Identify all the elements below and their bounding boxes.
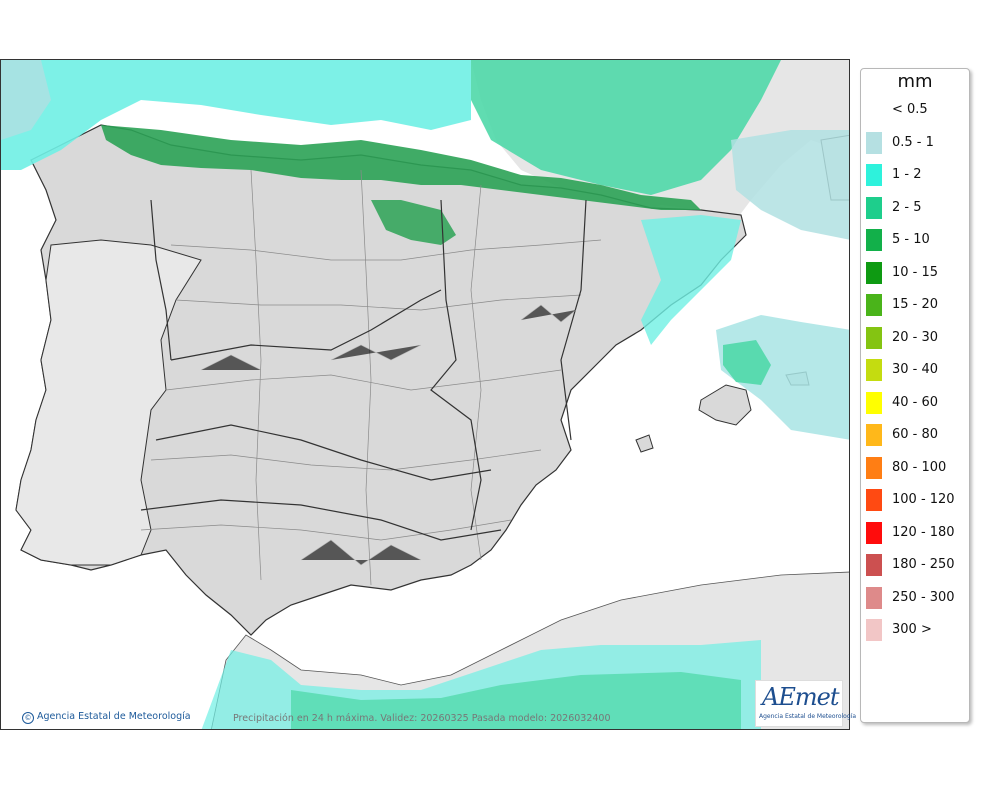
legend-label: 180 - 250: [892, 557, 955, 572]
legend-swatch: [866, 359, 882, 381]
legend-item: 1 - 2: [864, 164, 968, 186]
province-boundaries: [140, 169, 602, 586]
legend-swatch: [866, 294, 882, 316]
legend-item: 60 - 80: [864, 424, 968, 446]
legend-label: 20 - 30: [892, 329, 939, 345]
terrain-texture: [200, 304, 577, 566]
legend-label: 250 - 300: [892, 589, 955, 605]
legend-item: 300 >: [864, 619, 968, 641]
legend-label: 40 - 60: [892, 394, 939, 410]
legend-label: 10 - 15: [892, 264, 939, 280]
legend-swatch: [866, 196, 882, 219]
legend-item: 40 - 60: [864, 391, 968, 414]
credit: © Agencia Estatal de Meteorología: [22, 711, 191, 724]
precip-west: [1, 60, 51, 140]
legend-item: 20 - 30: [864, 326, 968, 349]
copyright-icon: ©: [22, 712, 34, 724]
legend-label: 80 - 100: [892, 459, 947, 475]
legend-label: 1 - 2: [892, 167, 922, 182]
legend-swatch: [866, 164, 882, 186]
legend-swatch: [866, 229, 882, 251]
logo-mark: AEmet: [762, 683, 839, 711]
legend-label: 0.5 - 1: [892, 134, 934, 150]
map-caption: Precipitación en 24 h máxima. Validez: 2…: [233, 713, 611, 724]
legend-item: 180 - 250: [864, 554, 968, 576]
legend-swatch: [866, 521, 882, 544]
legend-swatch: [866, 391, 882, 414]
legend-label: 15 - 20: [892, 297, 939, 312]
legend-item: 15 - 20: [864, 294, 968, 316]
legend-swatch: [866, 554, 882, 576]
precip-coast-cantabric: [101, 125, 701, 210]
legend-item: 100 - 120: [864, 489, 968, 511]
mallorca: [698, 384, 752, 426]
precip-balearic-core: [723, 340, 771, 385]
precip-light-north: [1, 60, 471, 170]
legend-swatch: [866, 326, 882, 349]
ibiza: [635, 434, 654, 453]
legend-swatch: [866, 489, 882, 511]
logo-text: Agencia Estatal de Meteorología: [759, 713, 856, 720]
precipitation-legend: mm < 0.5 0.5 - 1 1 - 2 2 - 5 5 - 10 10 - 15 15…: [860, 68, 970, 723]
legend-swatch: [866, 99, 882, 121]
legend-swatch: [866, 131, 882, 154]
legend-item: 0.5 - 1: [864, 131, 968, 154]
legend-label: 60 - 80: [892, 427, 939, 442]
legend-label: < 0.5: [892, 102, 928, 117]
legend-item: 5 - 10: [864, 229, 968, 251]
legend-swatch: [866, 261, 882, 284]
precip-inland-1: [371, 200, 456, 245]
precipitation-map: [0, 59, 850, 730]
legend-label: 100 - 120: [892, 492, 955, 507]
legend-item: < 0.5: [864, 99, 968, 121]
legend-label: 30 - 40: [892, 362, 939, 377]
legend-swatch: [866, 456, 882, 479]
aemet-logo: AEmet Agencia Estatal de Meteorología: [755, 680, 856, 727]
legend-swatch: [866, 586, 882, 609]
precip-light-catalonia: [641, 215, 741, 345]
legend-item: 80 - 100: [864, 456, 968, 479]
legend-label: 300 >: [892, 622, 932, 637]
legend-item: 30 - 40: [864, 359, 968, 381]
map-canvas: [1, 60, 849, 729]
region-boundaries: [140, 199, 587, 541]
legend-item: 250 - 300: [864, 586, 968, 609]
legend-label: 2 - 5: [892, 199, 922, 215]
legend-item: 2 - 5: [864, 196, 968, 219]
precip-east-gulf: [731, 130, 849, 240]
precip-mod-biscay: [471, 60, 781, 195]
credit-text: Agencia Estatal de Meteorología: [37, 711, 191, 722]
legend-swatch: [866, 619, 882, 641]
legend-label: 120 - 180: [892, 524, 955, 540]
precip-alboran-core: [291, 672, 741, 729]
legend-label: 5 - 10: [892, 232, 930, 247]
legend-unit: mm: [897, 71, 933, 92]
legend-swatch: [866, 424, 882, 446]
legend-item: 10 - 15: [864, 261, 968, 284]
legend-item: 120 - 180: [864, 521, 968, 544]
